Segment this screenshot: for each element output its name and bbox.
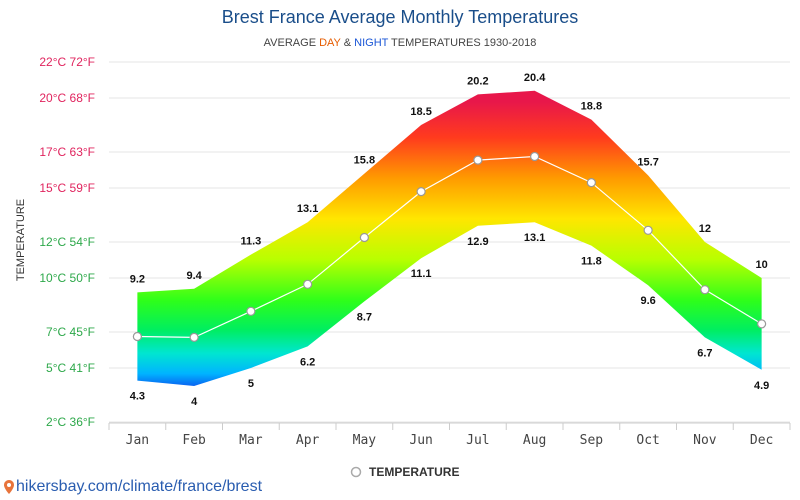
temperature-point xyxy=(132,331,142,342)
night-value-label: 5 xyxy=(248,378,254,390)
temperature-point xyxy=(416,187,426,197)
day-value-label: 12 xyxy=(699,223,711,235)
x-tick-label: Feb xyxy=(182,433,206,448)
x-tick-label: Jun xyxy=(409,433,432,448)
y-tick-label: 10°C 50°F xyxy=(39,271,95,285)
temperature-band xyxy=(137,90,762,387)
legend-marker-icon xyxy=(350,466,362,478)
temperature-point xyxy=(757,319,767,329)
y-tick-label: 2°C 36°F xyxy=(46,415,95,429)
y-tick-label: 22°C 72°F xyxy=(39,55,95,69)
x-tick-label: Mar xyxy=(239,433,263,448)
x-tick-label: May xyxy=(353,433,377,448)
x-tick-label: Jan xyxy=(126,433,149,448)
subtitle-night: NIGHT xyxy=(354,37,389,49)
subtitle-day: DAY xyxy=(319,37,341,49)
night-value-label: 4.9 xyxy=(754,380,769,392)
legend[interactable]: TEMPERATURE xyxy=(350,465,460,479)
x-axis: Jan Feb Mar Apr May Jun Jul Aug Sep Oct Nov Dec xyxy=(108,422,791,448)
y-tick-label: 20°C 68°F xyxy=(39,91,95,105)
day-value-label: 15.7 xyxy=(637,156,658,168)
temperature-point xyxy=(586,178,596,188)
x-tick-label: Apr xyxy=(296,433,320,448)
temperature-point xyxy=(246,306,256,316)
x-tick-label: Jul xyxy=(466,433,489,448)
average-line xyxy=(132,151,767,342)
y-tick-label: 5°C 41°F xyxy=(46,361,95,375)
subtitle-prefix: AVERAGE xyxy=(264,37,319,49)
day-value-label: 10 xyxy=(756,259,768,271)
night-value-label: 12.9 xyxy=(467,236,488,248)
map-pin-icon xyxy=(4,480,14,494)
night-value-label: 6.2 xyxy=(300,356,315,368)
data-labels: 9.2 9.4 11.3 13.1 15.8 18.5 20.2 20.4 18.8 15.7 12… xyxy=(130,72,770,408)
temperature-point xyxy=(700,285,710,295)
temperature-point xyxy=(473,155,483,165)
chart-subtitle: AVERAGE DAY & NIGHT TEMPERATURES 1930-20… xyxy=(264,37,537,49)
source-link-text: hikersbay.com/climate/france/brest xyxy=(16,478,263,495)
day-value-label: 15.8 xyxy=(354,155,375,167)
temperature-point xyxy=(359,232,369,243)
y-tick-label: 7°C 45°F xyxy=(46,325,95,339)
x-tick-label: Oct xyxy=(636,433,659,448)
x-tick-label: Aug xyxy=(523,433,546,448)
y-tick-label: 12°C 54°F xyxy=(39,235,95,249)
chart-title: Brest France Average Monthly Temperature… xyxy=(222,7,579,27)
night-value-label: 4 xyxy=(191,396,198,408)
subtitle-amp: & xyxy=(341,37,354,49)
y-axis-ticks: 2°C 36°F 5°C 41°F 7°C 45°F 10°C 50°F 12°C 54… xyxy=(39,55,95,429)
day-night-range-area xyxy=(137,90,762,387)
day-value-label: 9.2 xyxy=(130,273,145,285)
day-value-label: 11.3 xyxy=(240,236,261,248)
temperature-point xyxy=(189,332,199,342)
source-link[interactable]: hikersbay.com/climate/france/brest xyxy=(4,478,262,496)
night-value-label: 8.7 xyxy=(357,311,372,323)
x-tick-label: Sep xyxy=(580,433,604,448)
y-tick-label: 17°C 63°F xyxy=(39,145,95,159)
temperature-point xyxy=(530,151,540,162)
legend-label: TEMPERATURE xyxy=(369,465,459,479)
subtitle-suffix: TEMPERATURES 1930-2018 xyxy=(388,37,536,49)
night-value-label: 4.3 xyxy=(130,391,145,403)
day-value-label: 9.4 xyxy=(186,270,202,282)
y-axis-title: TEMPERATURE xyxy=(15,199,27,281)
x-tick-label: Dec xyxy=(750,433,773,448)
temperature-line xyxy=(137,155,762,339)
night-value-label: 9.6 xyxy=(640,295,655,307)
x-tick-label: Nov xyxy=(693,433,717,448)
temperature-point xyxy=(643,225,653,235)
day-value-label: 20.4 xyxy=(524,72,546,84)
day-value-label: 20.2 xyxy=(467,75,488,87)
day-value-label: 18.5 xyxy=(410,106,431,118)
night-value-label: 13.1 xyxy=(524,232,545,244)
day-value-label: 18.8 xyxy=(581,101,602,113)
night-value-label: 6.7 xyxy=(697,347,712,359)
night-value-label: 11.8 xyxy=(581,256,602,268)
temperature-point xyxy=(303,279,313,289)
y-tick-label: 15°C 59°F xyxy=(39,181,95,195)
day-value-label: 13.1 xyxy=(297,203,318,215)
night-value-label: 11.1 xyxy=(411,268,432,280)
